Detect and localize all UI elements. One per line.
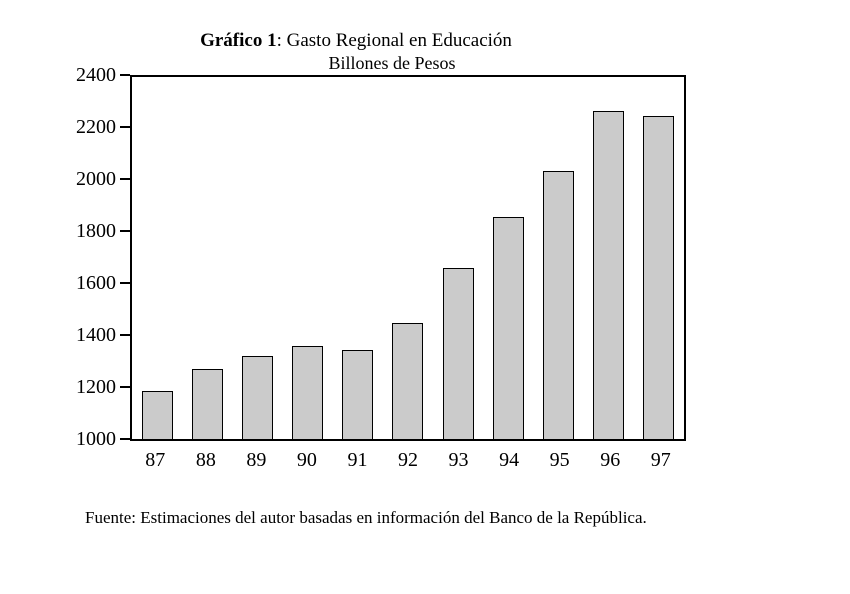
x-tick-label: 88 [195, 449, 216, 471]
bar-96 [593, 111, 625, 439]
x-tick-label: 96 [600, 449, 621, 471]
bar-95 [542, 171, 574, 439]
x-tick-label: 97 [650, 449, 671, 471]
chart-title: Gráfico 1: Gasto Regional en Educación [0, 30, 712, 52]
chart-subtitle: Billones de Pesos [328, 53, 456, 73]
bar-97 [643, 116, 675, 439]
x-tick-label: 94 [499, 449, 520, 471]
x-tick-label: 90 [296, 449, 317, 471]
x-tick-label: 95 [549, 449, 570, 471]
y-tick-mark [120, 386, 130, 388]
y-tick-label: 1200 [76, 376, 116, 398]
y-tick-label: 1800 [76, 220, 116, 242]
y-tick-mark [120, 74, 130, 76]
bar-94 [492, 217, 524, 439]
x-tick-label: 93 [448, 449, 469, 471]
bar-89 [241, 356, 273, 439]
plot-area [130, 75, 686, 441]
source-note: Fuente: Estimaciones del autor basadas e… [85, 508, 647, 527]
x-tick-label: 87 [145, 449, 166, 471]
bar-91 [342, 350, 374, 439]
y-tick-label: 2000 [76, 168, 116, 190]
y-tick-mark [120, 126, 130, 128]
x-tick-label: 91 [347, 449, 368, 471]
y-tick-label: 1400 [76, 324, 116, 346]
x-tick-label: 92 [398, 449, 418, 471]
y-tick-label: 1600 [76, 272, 116, 294]
y-tick-mark [120, 178, 130, 180]
chart-title-text: : Gasto Regional en Educación [276, 30, 512, 51]
y-tick-mark [120, 438, 130, 440]
bar-87 [141, 391, 173, 439]
y-tick-label: 2200 [76, 116, 116, 138]
y-tick-label: 1000 [76, 428, 116, 450]
y-tick-mark [120, 282, 130, 284]
x-axis-labels: 87 88 89 90 91 92 93 94 95 96 97 [130, 449, 686, 472]
bar-88 [191, 369, 223, 439]
bar-90 [292, 346, 324, 439]
y-tick-label: 2400 [76, 64, 116, 86]
y-tick-mark [120, 230, 130, 232]
bars-container [132, 77, 684, 439]
bar-93 [442, 268, 474, 439]
bar-92 [392, 323, 424, 439]
x-tick-label: 89 [246, 449, 267, 471]
y-tick-mark [120, 334, 130, 336]
chart-title-number: Gráfico 1 [200, 30, 277, 51]
